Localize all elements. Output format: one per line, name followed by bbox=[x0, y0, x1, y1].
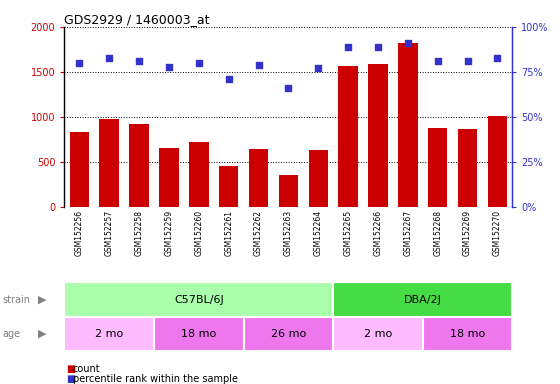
Text: GSM152258: GSM152258 bbox=[134, 210, 143, 256]
Bar bbox=[423, 317, 512, 351]
Point bbox=[105, 55, 114, 61]
Text: 18 mo: 18 mo bbox=[181, 329, 216, 339]
Text: GSM152266: GSM152266 bbox=[374, 210, 382, 256]
Text: GDS2929 / 1460003_at: GDS2929 / 1460003_at bbox=[64, 13, 210, 26]
Text: GSM152264: GSM152264 bbox=[314, 210, 323, 256]
Text: GSM152268: GSM152268 bbox=[433, 210, 442, 256]
Bar bbox=[309, 150, 328, 207]
Bar bbox=[333, 317, 423, 351]
Text: 26 mo: 26 mo bbox=[271, 329, 306, 339]
Text: GSM152265: GSM152265 bbox=[344, 210, 353, 256]
Point bbox=[344, 44, 353, 50]
Bar bbox=[189, 142, 208, 207]
Bar bbox=[154, 317, 244, 351]
Text: GSM152267: GSM152267 bbox=[403, 210, 412, 256]
Point bbox=[374, 44, 382, 50]
Bar bbox=[100, 119, 119, 207]
Bar bbox=[338, 66, 358, 207]
Text: percentile rank within the sample: percentile rank within the sample bbox=[73, 374, 238, 384]
Text: ■: ■ bbox=[66, 364, 76, 374]
Bar bbox=[333, 282, 512, 317]
Bar bbox=[219, 166, 239, 207]
Text: age: age bbox=[3, 329, 21, 339]
Text: GSM152270: GSM152270 bbox=[493, 210, 502, 256]
Bar bbox=[279, 175, 298, 207]
Point bbox=[314, 65, 323, 71]
Text: strain: strain bbox=[3, 295, 31, 305]
Text: GSM152259: GSM152259 bbox=[165, 210, 174, 256]
Text: GSM152260: GSM152260 bbox=[194, 210, 203, 256]
Point bbox=[433, 58, 442, 64]
Text: GSM152263: GSM152263 bbox=[284, 210, 293, 256]
Text: DBA/2J: DBA/2J bbox=[404, 295, 442, 305]
Bar bbox=[69, 132, 89, 207]
Bar bbox=[64, 317, 154, 351]
Text: ▶: ▶ bbox=[38, 295, 46, 305]
Text: GSM152256: GSM152256 bbox=[75, 210, 84, 256]
Bar bbox=[244, 317, 333, 351]
Point bbox=[284, 85, 293, 91]
Text: C57BL/6J: C57BL/6J bbox=[174, 295, 223, 305]
Point bbox=[493, 55, 502, 61]
Point bbox=[403, 40, 412, 46]
Bar bbox=[64, 282, 333, 317]
Bar bbox=[458, 129, 477, 207]
Point bbox=[75, 60, 84, 66]
Text: ■: ■ bbox=[66, 374, 76, 384]
Text: GSM152261: GSM152261 bbox=[224, 210, 233, 256]
Text: count: count bbox=[73, 364, 100, 374]
Bar bbox=[159, 148, 179, 207]
Text: ▶: ▶ bbox=[38, 329, 46, 339]
Text: 2 mo: 2 mo bbox=[364, 329, 392, 339]
Point bbox=[254, 62, 263, 68]
Bar bbox=[488, 116, 507, 207]
Text: GSM152257: GSM152257 bbox=[105, 210, 114, 256]
Text: GSM152262: GSM152262 bbox=[254, 210, 263, 256]
Bar bbox=[398, 43, 418, 207]
Bar bbox=[129, 124, 149, 207]
Point bbox=[194, 60, 203, 66]
Point bbox=[224, 76, 233, 82]
Text: 2 mo: 2 mo bbox=[95, 329, 123, 339]
Bar bbox=[428, 128, 447, 207]
Point bbox=[165, 63, 174, 70]
Text: GSM152269: GSM152269 bbox=[463, 210, 472, 256]
Point bbox=[463, 58, 472, 64]
Text: 18 mo: 18 mo bbox=[450, 329, 485, 339]
Bar bbox=[249, 149, 268, 207]
Point bbox=[134, 58, 143, 64]
Bar bbox=[368, 64, 388, 207]
